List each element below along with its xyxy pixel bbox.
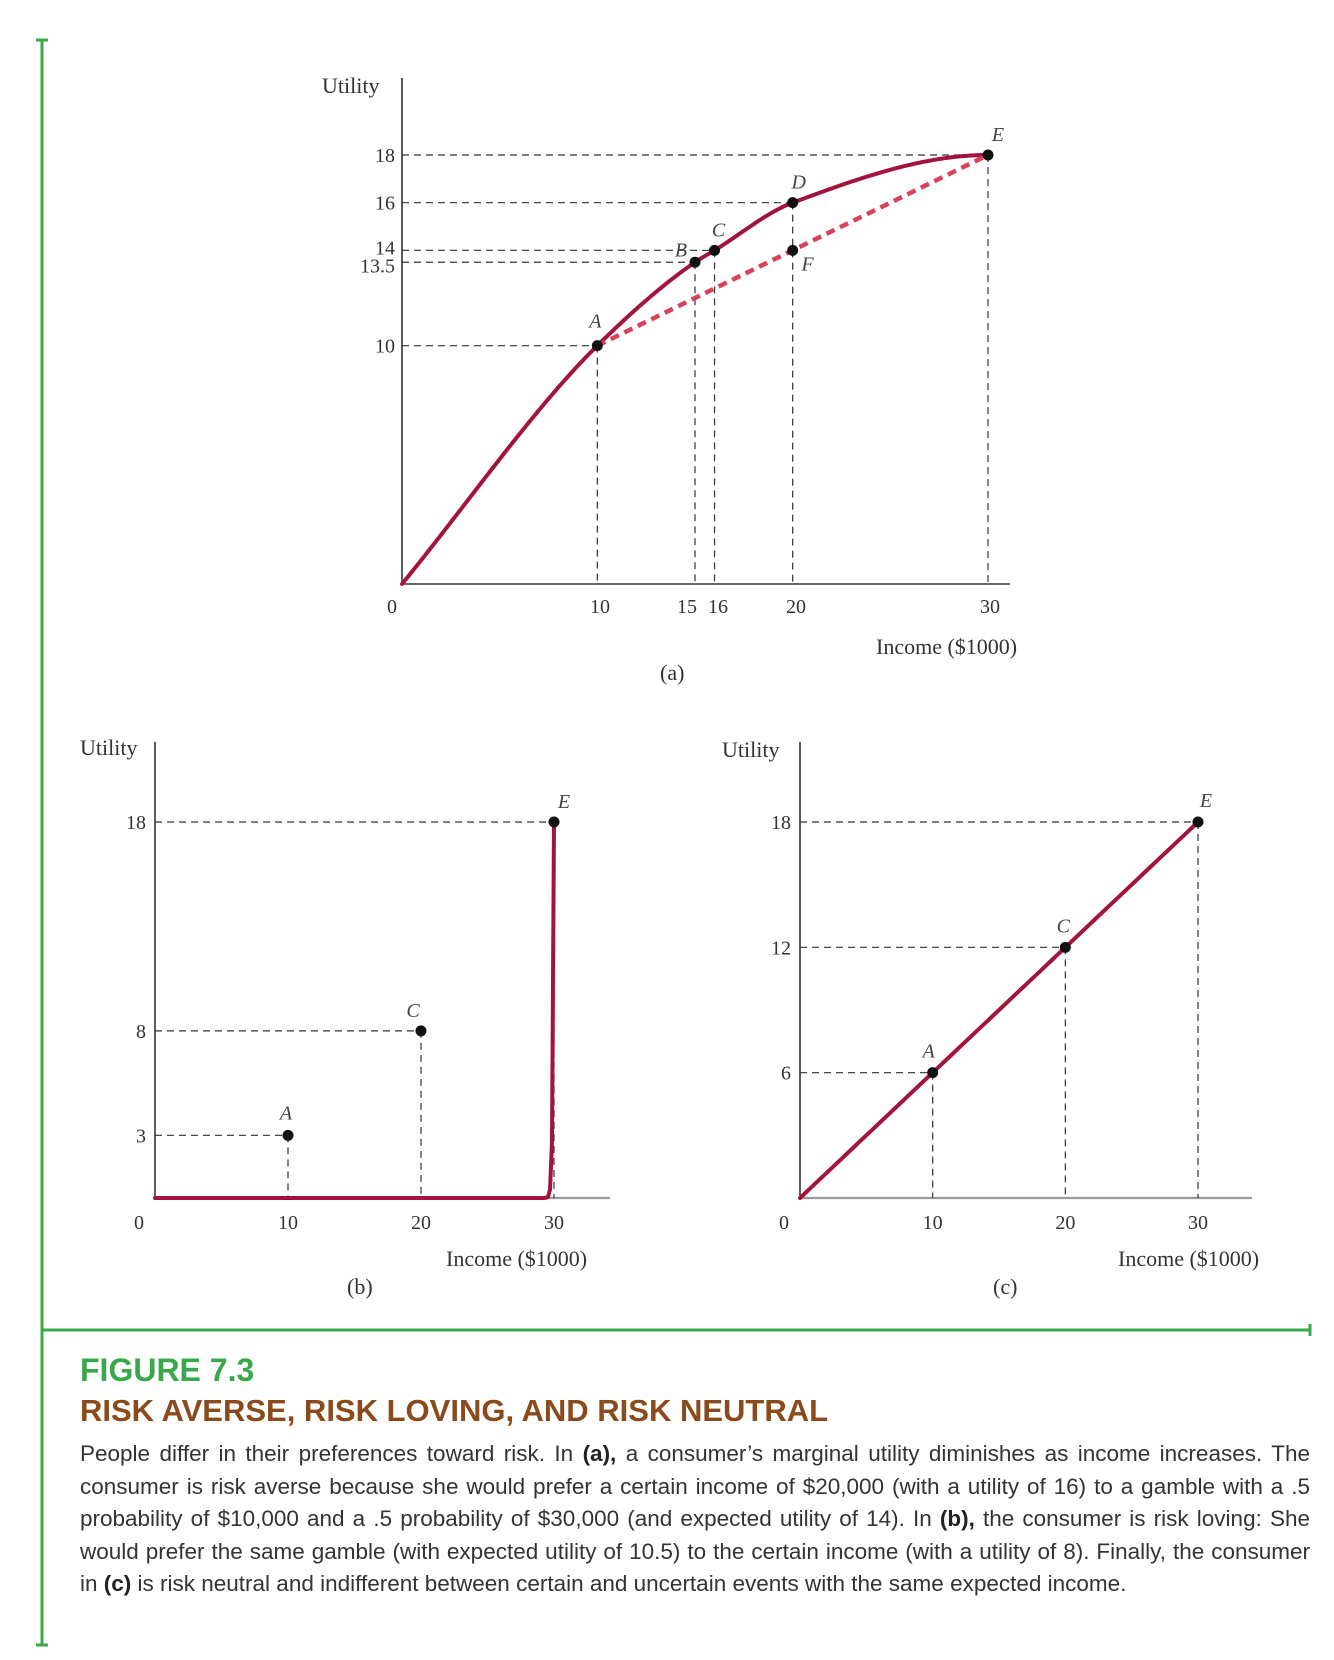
- chart-panel-b: A C E 3 8 18 0 10 20 30 Utility Income ($1000) (b): [80, 735, 610, 1299]
- y-tick-label: 14: [375, 237, 395, 259]
- point-label-C: C: [1057, 915, 1071, 937]
- point-A: [282, 1129, 294, 1141]
- point-label-B: B: [675, 239, 687, 261]
- y-axis-title: Utility: [322, 73, 379, 98]
- x-tick-label: 15: [677, 596, 697, 618]
- y-tick-label: 18: [375, 145, 395, 167]
- y-tick-label: 3: [136, 1125, 146, 1147]
- caption-text-2: a consumer’s marginal utility diminishes…: [80, 1441, 1310, 1531]
- frame: [36, 38, 1312, 1647]
- figure-number: FIGURE 7.3: [80, 1352, 255, 1388]
- x-tick-label: 10: [590, 596, 610, 618]
- caption-text-3: the consumer is risk loving: She would p…: [80, 1506, 1310, 1596]
- x-tick-label: 30: [980, 596, 1000, 618]
- point-label-C: C: [406, 1000, 420, 1022]
- caption-bold-c: (c): [103, 1571, 132, 1596]
- x-tick-label: 10: [923, 1212, 943, 1234]
- point-A: [591, 340, 603, 352]
- point-label-D: D: [790, 172, 806, 194]
- x-tick-label: 10: [278, 1212, 298, 1234]
- point-label-E: E: [991, 124, 1004, 146]
- caption-text-4: is risk neutral and indifferent between …: [131, 1571, 1127, 1596]
- point-label-A: A: [587, 311, 602, 333]
- y-tick-label: 12: [771, 937, 791, 959]
- point-label-C: C: [712, 219, 726, 241]
- point-B: [689, 256, 701, 268]
- x-tick-label: 30: [544, 1212, 564, 1234]
- point-E: [982, 149, 994, 161]
- y-tick-label: 18: [771, 812, 791, 834]
- panel-label: (b): [347, 1274, 373, 1299]
- point-label-E: E: [557, 791, 570, 813]
- chart-panel-c: A C E 6 12 18 0 10 20 30 Utility Income ($1000) (c): [722, 737, 1259, 1299]
- x-axis-title: Income ($1000): [1118, 1246, 1259, 1271]
- x-tick-label: 16: [708, 596, 728, 618]
- caption-bold-b: (b),: [939, 1506, 975, 1531]
- x-tick-label: 30: [1188, 1212, 1208, 1234]
- y-tick-label: 16: [375, 193, 395, 215]
- x-tick-label: 20: [786, 596, 806, 618]
- y-axis-title: Utility: [80, 735, 137, 760]
- caption-bold-a: (a),: [582, 1441, 617, 1466]
- x-tick-label: 0: [134, 1212, 144, 1234]
- x-tick-label: 20: [411, 1212, 431, 1234]
- point-E: [1192, 816, 1204, 828]
- x-tick-label: 0: [779, 1212, 789, 1234]
- panel-label: (c): [993, 1274, 1017, 1299]
- y-tick-label: 8: [136, 1021, 146, 1043]
- point-C: [709, 244, 721, 256]
- utility-curve: [798, 820, 1200, 1200]
- point-A: [927, 1067, 939, 1079]
- chart-panel-a: A B C D F E 10 13.514 16 18 0 10 15 16 20 30 Utility Inco…: [322, 73, 1017, 685]
- x-tick-label: 20: [1055, 1212, 1075, 1234]
- point-C: [415, 1025, 427, 1037]
- point-C: [1059, 941, 1071, 953]
- figure-caption: FIGURE 7.3 RISK AVERSE, RISK LOVING, AND…: [80, 1350, 1310, 1601]
- point-label-A: A: [278, 1102, 293, 1124]
- figure-title: RISK AVERSE, RISK LOVING, AND RISK NEUTR…: [80, 1393, 829, 1428]
- point-label-E: E: [1199, 790, 1212, 812]
- y-tick-label: 10: [375, 336, 395, 358]
- caption-text-1: People differ in their preferences towar…: [80, 1441, 583, 1466]
- utility-curve: [153, 820, 556, 1200]
- figure-description: People differ in their preferences towar…: [80, 1438, 1310, 1601]
- point-F: [787, 244, 799, 256]
- x-axis-title: Income ($1000): [876, 634, 1017, 659]
- y-axis-title: Utility: [722, 737, 779, 762]
- y-tick-label: 18: [126, 812, 146, 834]
- y-tick-label: 13.5: [360, 255, 395, 277]
- panel-label: (a): [660, 660, 684, 685]
- point-label-A: A: [921, 1041, 936, 1063]
- point-label-F: F: [801, 253, 815, 275]
- point-E: [548, 816, 560, 828]
- x-axis-title: Income ($1000): [446, 1246, 587, 1271]
- x-tick-label: 0: [387, 596, 397, 618]
- y-tick-label: 6: [781, 1063, 791, 1085]
- point-D: [787, 197, 799, 209]
